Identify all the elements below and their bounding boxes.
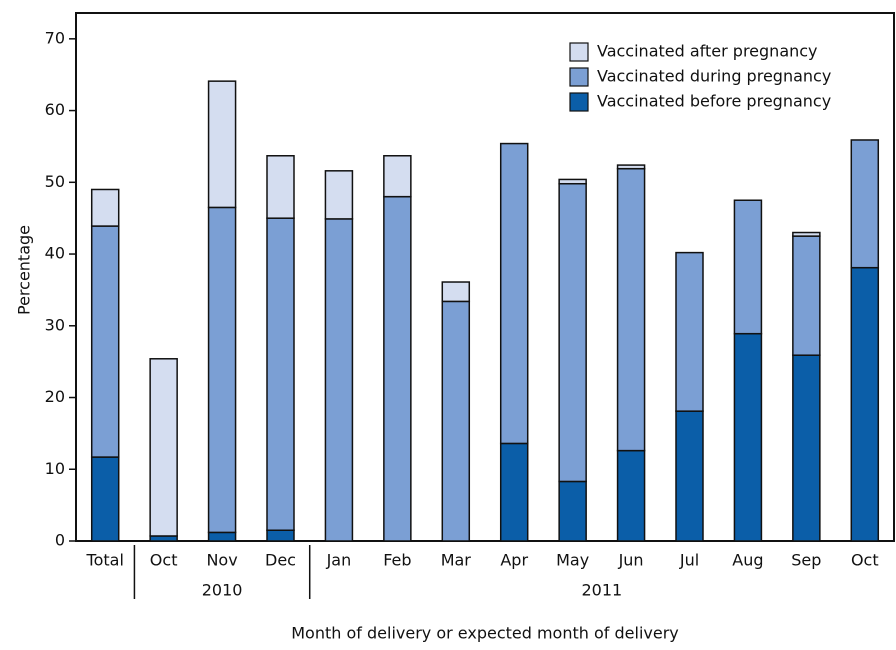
bar-segment [441, 281, 471, 303]
x-tick-label: Jul [679, 551, 699, 570]
bar-segment [616, 449, 646, 542]
bar-segment [792, 354, 821, 542]
x-tick-label: Mar [441, 551, 472, 570]
bar-segment [499, 142, 529, 445]
bar-segment [207, 206, 237, 534]
x-axis-label: Month of delivery or expected month of d… [291, 624, 679, 643]
x-tick-label: May [556, 551, 589, 570]
x-tick-label: Dec [265, 551, 296, 570]
bar-segment [441, 300, 471, 542]
legend-swatch [569, 67, 589, 87]
bar-segment [149, 358, 178, 537]
bar-segment [850, 266, 880, 542]
group-label: 2011 [581, 581, 622, 600]
bar-segment [383, 155, 412, 198]
x-tick-label: Sep [791, 551, 821, 570]
bar-segment [675, 410, 704, 542]
bar-segment [90, 188, 120, 227]
bar-segment [383, 195, 412, 542]
bar-segment [616, 167, 646, 452]
x-tick-label: Oct [851, 551, 879, 570]
y-tick-label: 20 [45, 387, 65, 406]
y-tick-label: 0 [55, 531, 65, 550]
legend-swatch [569, 92, 589, 112]
x-tick-label: Jan [326, 551, 352, 570]
y-tick-label: 10 [45, 459, 65, 478]
bar-segment [792, 231, 821, 237]
y-tick-label: 50 [45, 172, 65, 191]
bar-segment [558, 182, 587, 483]
bar-segment [324, 170, 354, 220]
plot-frame [75, 12, 895, 542]
bar-segment [266, 529, 295, 542]
bar-segment [499, 442, 529, 542]
bar-segment [675, 251, 704, 412]
y-tick-label: 30 [45, 315, 65, 334]
x-tick-label: Aug [732, 551, 763, 570]
group-label: 2010 [202, 581, 243, 600]
bar-segment [733, 332, 763, 542]
bar-segment [558, 178, 587, 185]
bar-segment [616, 164, 646, 170]
legend-label: Vaccinated during pregnancy [597, 67, 831, 86]
bar-segment [733, 199, 763, 335]
legend-label: Vaccinated after pregnancy [597, 42, 818, 61]
x-tick-label: Apr [500, 551, 528, 570]
bar-segment [207, 80, 237, 209]
bar-segment [558, 480, 587, 542]
y-axis-label: Percentage [15, 225, 34, 315]
y-tick-label: 70 [45, 28, 65, 47]
bar-segment [324, 218, 354, 542]
x-tick-label: Feb [383, 551, 411, 570]
legend-label: Vaccinated before pregnancy [597, 92, 831, 111]
x-tick-label: Oct [150, 551, 178, 570]
x-tick-label: Nov [206, 551, 237, 570]
bar-segment [90, 225, 120, 458]
bar-segment [792, 235, 821, 356]
y-tick-label: 40 [45, 244, 65, 263]
bar-segment [266, 155, 295, 219]
bar-segment [149, 535, 178, 542]
bar-segment [266, 217, 295, 531]
legend-swatch [569, 42, 589, 62]
bar-segment [850, 139, 880, 269]
bar-segment [207, 531, 237, 542]
y-tick-label: 60 [45, 100, 65, 119]
x-tick-label: Jun [618, 551, 644, 570]
x-tick-label: Total [86, 551, 124, 570]
bar-segment [90, 456, 120, 542]
